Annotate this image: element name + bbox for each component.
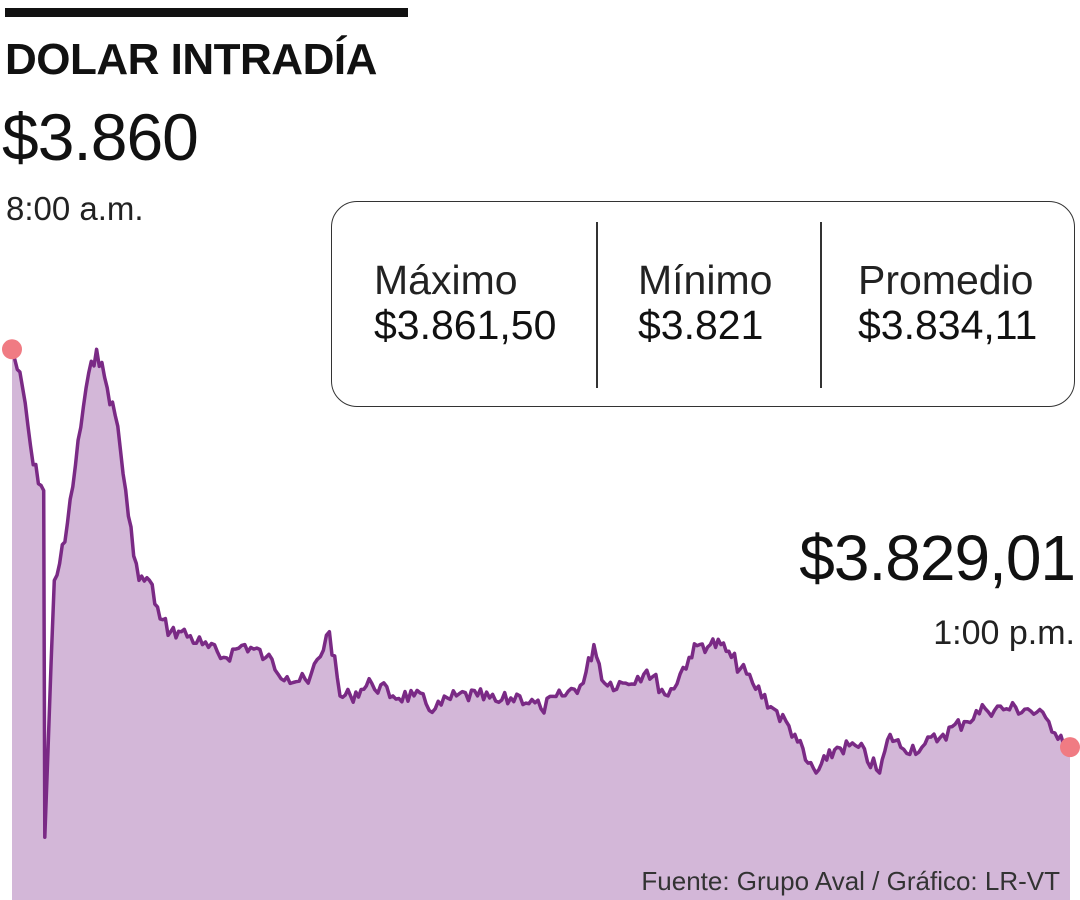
stat-label: Mínimo: [638, 257, 773, 303]
stat-divider: [820, 222, 822, 388]
open-marker: [2, 339, 22, 360]
close-time: 1:00 p.m.: [933, 614, 1075, 652]
stat-maximo: Máximo $3.861,50: [332, 202, 596, 406]
stat-divider: [596, 222, 598, 388]
open-value: $3.860: [2, 100, 199, 174]
price-line: [10, 347, 1072, 839]
stat-promedio: Promedio $3.834,11: [820, 202, 1074, 406]
stat-value: $3.821: [638, 302, 764, 348]
stat-minimo: Mínimo $3.821: [596, 202, 820, 406]
stat-label: Máximo: [374, 257, 518, 303]
top-rule: [5, 8, 408, 17]
source-credit: Fuente: Grupo Aval / Gráfico: LR-VT: [641, 866, 1060, 896]
chart-title: DOLAR INTRADÍA: [5, 35, 377, 84]
open-time: 8:00 a.m.: [6, 190, 144, 227]
stats-box: Máximo $3.861,50 Mínimo $3.821 Promedio …: [331, 201, 1075, 407]
stat-value: $3.834,11: [858, 302, 1038, 348]
close-value: $3.829,01: [799, 522, 1076, 594]
stat-label: Promedio: [858, 257, 1034, 303]
price-area: [12, 349, 1070, 900]
stat-value: $3.861,50: [374, 302, 557, 348]
close-marker: [1060, 737, 1080, 758]
